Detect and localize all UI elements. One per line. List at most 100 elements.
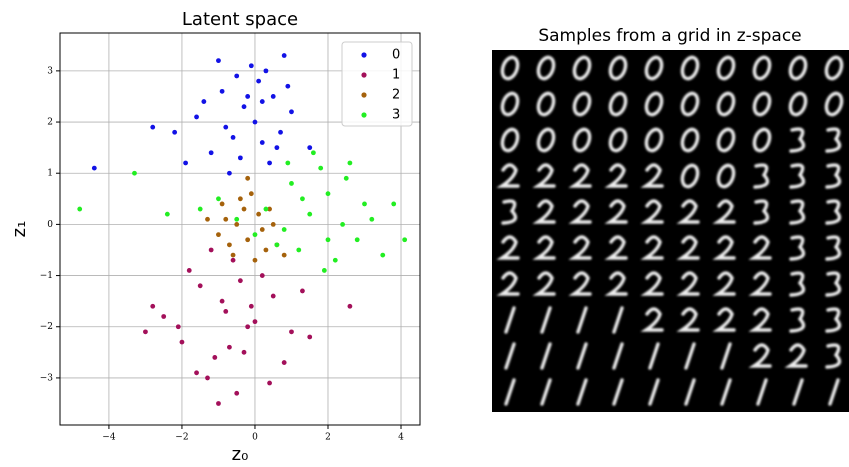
digit-sample (576, 378, 588, 406)
point (380, 252, 386, 258)
digit-sample (496, 235, 520, 260)
legend-marker (361, 112, 367, 118)
point (150, 124, 156, 130)
point (245, 324, 251, 330)
digit-sample (676, 307, 700, 332)
point (281, 360, 287, 365)
digit-sample (712, 199, 736, 224)
point (402, 237, 408, 243)
point (285, 83, 291, 89)
digit-sample (748, 271, 772, 296)
point (212, 355, 218, 360)
point (263, 247, 269, 253)
point (259, 99, 265, 104)
digit-sample (576, 342, 588, 370)
point (252, 257, 258, 263)
digit-sample (712, 271, 736, 296)
point (256, 211, 262, 217)
x-tick-label: 2 (325, 433, 331, 443)
point (263, 206, 269, 212)
point (132, 170, 137, 176)
point (347, 303, 353, 309)
image-title: Samples from a grid in z-space (538, 26, 801, 46)
digit-sample (504, 306, 516, 334)
digit-sample (792, 378, 804, 406)
y-tick-label: 2 (47, 118, 53, 128)
point (369, 216, 375, 222)
digit-sample (532, 199, 556, 224)
digit-sample (504, 378, 516, 406)
y-tick-label: −2 (40, 322, 53, 332)
digit-sample (748, 307, 772, 332)
point (270, 94, 276, 99)
digit-sample (752, 127, 772, 153)
point (270, 293, 276, 299)
digit-sample (676, 235, 700, 260)
point (307, 145, 313, 151)
digit-sample (716, 91, 736, 117)
legend-marker (361, 72, 367, 78)
point (230, 134, 236, 140)
digit-sample (536, 55, 556, 81)
digit-sample (825, 307, 842, 333)
point (183, 160, 188, 166)
digit-sample (644, 91, 664, 117)
point (234, 216, 240, 222)
point (216, 232, 221, 238)
y-tick-label: −1 (40, 271, 53, 281)
digit-sample (536, 91, 556, 117)
point (230, 252, 236, 258)
point (307, 334, 313, 340)
digit-sample (752, 55, 772, 81)
digit-sample (500, 91, 520, 117)
digit-sample (716, 55, 736, 81)
point (241, 206, 247, 212)
digit-sample (752, 91, 772, 117)
digit-sample (789, 199, 806, 225)
point (252, 232, 258, 238)
point (194, 114, 199, 120)
point (143, 329, 148, 335)
digit-sample (568, 163, 592, 188)
digit-sample (640, 271, 664, 296)
digit-sample (568, 271, 592, 296)
point (201, 99, 207, 104)
digit-sample (676, 271, 700, 296)
digit-sample (680, 55, 700, 81)
point (281, 227, 287, 232)
point (230, 257, 236, 263)
digit-sample (608, 55, 628, 81)
y-tick-label: 0 (47, 220, 53, 230)
point (241, 104, 247, 110)
digit-sample (825, 235, 842, 261)
point (267, 160, 272, 166)
point (223, 124, 229, 130)
point (362, 201, 367, 207)
point (172, 129, 178, 135)
point (150, 303, 156, 309)
point (267, 380, 272, 386)
point (161, 314, 167, 319)
point (325, 191, 331, 197)
point (296, 247, 302, 253)
digit-sample (789, 235, 806, 261)
digit-sample (576, 306, 588, 334)
digit-sample (612, 342, 624, 370)
digit-sample (784, 343, 808, 368)
point (197, 206, 203, 212)
legend-marker (361, 92, 367, 98)
digit-sample (568, 235, 592, 260)
x-tick-label: 4 (398, 433, 404, 443)
x-tick-label: −4 (102, 433, 116, 443)
digit-sample (825, 127, 842, 153)
digit-sample (608, 91, 628, 117)
point (223, 308, 229, 314)
point (347, 160, 353, 166)
point (219, 201, 225, 207)
point (194, 370, 199, 376)
point (278, 129, 283, 135)
legend-label: 1 (392, 68, 400, 83)
digit-sample (608, 127, 628, 153)
point (252, 119, 258, 125)
point (227, 344, 232, 350)
